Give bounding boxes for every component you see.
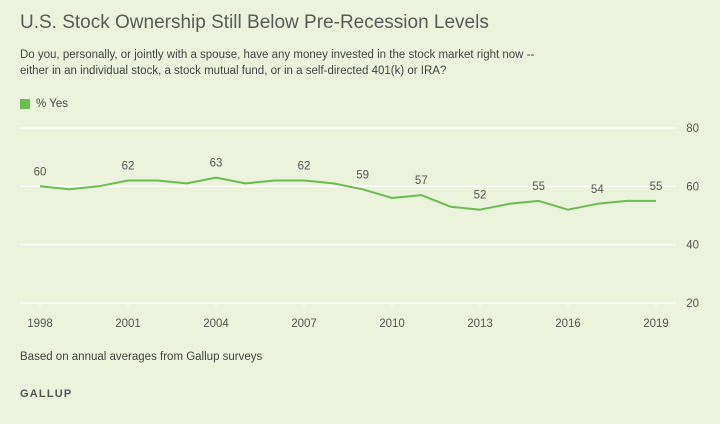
data-label-2007: 62: [298, 161, 311, 173]
subtitle-line-1: Do you, personally, or jointly with a sp…: [20, 49, 535, 61]
x-tick-label-2013: 2013: [467, 318, 493, 330]
chart-title: U.S. Stock Ownership Still Below Pre-Rec…: [20, 12, 489, 33]
series-line: [39, 176, 656, 211]
data-label-2011: 57: [415, 175, 428, 187]
data-label-2009: 59: [356, 169, 369, 181]
legend-swatch: [20, 99, 30, 109]
x-tick-label-2004: 2004: [203, 318, 229, 330]
subtitle-line-2: either in an individual stock, a stock m…: [20, 65, 447, 77]
legend: % Yes: [20, 98, 68, 110]
chart-subtitle: Do you, personally, or jointly with a sp…: [20, 47, 580, 79]
y-tick-label-40: 40: [686, 240, 699, 252]
data-label-2019: 55: [650, 181, 663, 193]
x-tick-label-2007: 2007: [291, 318, 317, 330]
footnote: Based on annual averages from Gallup sur…: [20, 351, 263, 363]
brand-logo-text: GALLUP: [20, 388, 73, 400]
data-label-2015: 55: [532, 181, 545, 193]
y-tick-label-20: 20: [686, 298, 699, 310]
y-tick-label-60: 60: [686, 181, 699, 193]
x-tick-label-2010: 2010: [379, 318, 405, 330]
y-tick-label-80: 80: [686, 123, 699, 135]
x-tick-label-2001: 2001: [115, 318, 141, 330]
x-tick-label-2016: 2016: [555, 318, 581, 330]
x-tick-label-2019: 2019: [643, 318, 669, 330]
data-label-2013: 52: [474, 190, 487, 202]
data-label-2017: 54: [591, 184, 604, 196]
data-label-2001: 62: [122, 161, 135, 173]
data-label-1998: 60: [34, 166, 47, 178]
x-tick-label-1998: 1998: [27, 318, 53, 330]
data-label-2004: 63: [210, 158, 223, 170]
legend-label: % Yes: [36, 98, 68, 110]
